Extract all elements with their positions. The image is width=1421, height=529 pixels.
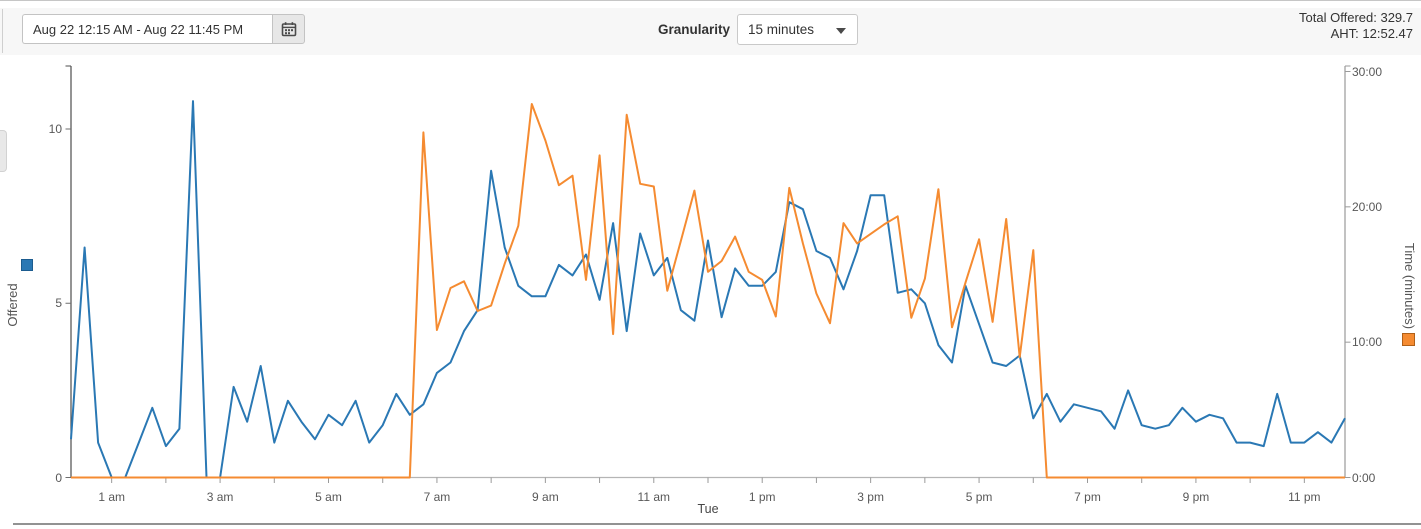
right-axis-tick-label: 20:00 xyxy=(1352,199,1383,214)
x-tick-label: 5 pm xyxy=(965,490,993,504)
x-tick-label: 3 pm xyxy=(857,490,884,504)
granularity-label: Granularity xyxy=(657,22,730,37)
left-axis-tick-label: 5 xyxy=(55,296,62,311)
x-tick-label: 1 pm xyxy=(748,490,776,504)
x-tick-label: 7 am xyxy=(423,490,451,504)
left-axis-tick-label: 0 xyxy=(55,470,62,485)
x-tick-label: 11 am xyxy=(637,490,671,504)
axes xyxy=(65,65,1351,483)
series-lines xyxy=(70,100,1346,479)
right-axis-tick-label: 30:00 xyxy=(1352,64,1383,79)
left-panel-edge xyxy=(2,9,3,53)
x-tick-label: 1 am xyxy=(98,490,125,504)
x-tick-label: 11 pm xyxy=(1288,490,1321,504)
left-panel-handle xyxy=(0,130,7,172)
top-divider xyxy=(0,0,1421,1)
date-range-group xyxy=(22,14,305,44)
bottom-divider xyxy=(13,523,1421,525)
legend-offered-swatch[interactable] xyxy=(21,259,33,271)
date-range-input[interactable] xyxy=(22,14,272,44)
right-axis-title: Time (minutes) xyxy=(1402,242,1417,330)
x-tick-label: 9 pm xyxy=(1182,490,1210,504)
calendar-icon xyxy=(281,21,297,37)
left-axis-tick-label: 10 xyxy=(48,122,62,136)
right-axis-tick-label: 10:00 xyxy=(1352,335,1383,350)
aht-value: AHT: 12:52.47 xyxy=(1330,26,1413,41)
granularity-value: 15 minutes xyxy=(748,22,815,37)
x-tick-label: 9 am xyxy=(532,490,559,504)
total-offered-value: Total Offered: 329.7 xyxy=(1299,10,1413,25)
legend-time-swatch[interactable] xyxy=(1402,333,1415,346)
x-tick-label: 5 am xyxy=(315,490,342,504)
series-line-offered xyxy=(70,100,1346,479)
x-tick-label: 7 pm xyxy=(1074,490,1101,504)
x-tick-label: 3 am xyxy=(206,490,234,504)
caret-down-icon xyxy=(836,28,846,34)
series-line-time-minutes- xyxy=(71,103,1345,479)
calendar-button[interactable] xyxy=(272,14,305,44)
x-axis-day-label: Tue xyxy=(697,502,719,516)
left-axis-title: Offered xyxy=(5,283,20,327)
right-axis-tick-label: 0:00 xyxy=(1352,470,1376,485)
granularity-select[interactable]: 15 minutes xyxy=(737,14,858,45)
summary-block: Total Offered: 329.7 AHT: 12:52.47 xyxy=(1299,10,1413,42)
